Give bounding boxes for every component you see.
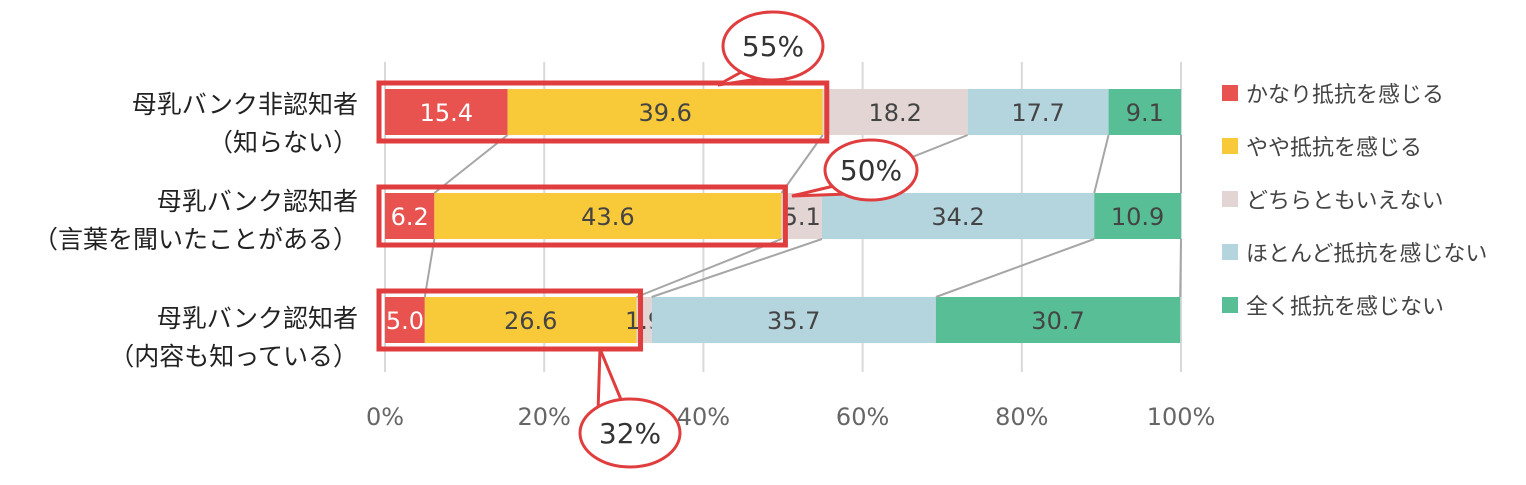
x-tick-label: 80% bbox=[995, 403, 1048, 431]
connector-line bbox=[423, 238, 436, 298]
category-label-0-line1: 母乳バンク非認知者 bbox=[131, 90, 358, 119]
category-label-1: 母乳バンク認知者 （言葉を聞いたことがある） bbox=[33, 183, 358, 259]
highlight-box bbox=[376, 288, 644, 352]
data-label: 17.7 bbox=[1011, 99, 1064, 127]
bar-segment bbox=[1094, 193, 1181, 239]
category-label-0-line2: （知らない） bbox=[207, 128, 358, 157]
bar-segment bbox=[781, 193, 823, 239]
bar-segment bbox=[822, 89, 968, 135]
data-label: 34.2 bbox=[931, 203, 984, 231]
data-label: 6.2 bbox=[391, 203, 429, 231]
bar-segment bbox=[424, 297, 637, 343]
bar-segment bbox=[967, 89, 1109, 135]
bar-segment bbox=[385, 89, 508, 135]
legend-item: 全く抵抗を感じない bbox=[1222, 278, 1487, 331]
callout-bubble bbox=[823, 138, 919, 202]
legend-swatch bbox=[1222, 243, 1238, 260]
legend-label: やや抵抗を感じる bbox=[1246, 135, 1423, 161]
legend-swatch bbox=[1222, 84, 1238, 101]
bar-segment bbox=[385, 193, 435, 239]
callout-label: 55% bbox=[742, 30, 804, 63]
connector-line bbox=[636, 238, 782, 298]
connector-line bbox=[651, 238, 823, 298]
data-label: 18.2 bbox=[869, 99, 922, 127]
callout-label: 32% bbox=[599, 417, 661, 450]
data-label: 43.6 bbox=[581, 203, 634, 231]
data-label: 39.6 bbox=[638, 99, 691, 127]
connector-line bbox=[780, 134, 824, 194]
callout-label: 50% bbox=[840, 154, 902, 187]
connector-line bbox=[935, 238, 1095, 298]
legend-swatch bbox=[1222, 296, 1238, 313]
data-label: 10.9 bbox=[1111, 203, 1164, 231]
bar-segment bbox=[434, 193, 782, 239]
category-label-1-line2: （言葉を聞いたことがある） bbox=[32, 225, 358, 254]
data-label: 5.1 bbox=[783, 203, 821, 231]
bar-segment bbox=[507, 89, 823, 135]
legend-item: どちらともいえない bbox=[1222, 172, 1487, 225]
legend-swatch bbox=[1222, 190, 1238, 207]
legend-label: 全く抵抗を感じない bbox=[1246, 294, 1445, 320]
legend: かなり抵抗を感じる やや抵抗を感じる どちらともいえない ほとんど抵抗を感じない… bbox=[1222, 66, 1487, 331]
bar-segment bbox=[1108, 89, 1181, 135]
connector-line bbox=[1179, 238, 1182, 298]
legend-label: かなり抵抗を感じる bbox=[1246, 82, 1445, 108]
highlight-box bbox=[376, 184, 788, 248]
connector-line bbox=[1093, 134, 1110, 194]
data-label: 30.7 bbox=[1031, 307, 1084, 335]
legend-label: どちらともいえない bbox=[1246, 188, 1444, 214]
connector-line bbox=[433, 134, 509, 194]
x-tick-label: 40% bbox=[677, 403, 730, 431]
legend-item: やや抵抗を感じる bbox=[1222, 119, 1487, 172]
x-tick-label: 0% bbox=[366, 403, 404, 431]
x-tick-label: 20% bbox=[518, 403, 571, 431]
data-label: 35.7 bbox=[767, 307, 820, 335]
category-label-2-line1: 母乳バンク認知者 bbox=[156, 304, 358, 333]
category-label-2-line2: （内容も知っている） bbox=[109, 342, 358, 371]
highlight-box bbox=[376, 80, 830, 144]
data-label: 9.1 bbox=[1126, 99, 1164, 127]
legend-swatch bbox=[1222, 137, 1238, 154]
category-label-0: 母乳バンク非認知者 （知らない） bbox=[132, 86, 358, 162]
bar-segment bbox=[651, 297, 936, 343]
legend-label: ほとんど抵抗を感じない bbox=[1246, 241, 1488, 267]
data-label: 26.6 bbox=[504, 307, 557, 335]
bar-segment bbox=[385, 297, 425, 343]
data-label: 15.4 bbox=[420, 99, 473, 127]
legend-item: かなり抵抗を感じる bbox=[1222, 66, 1487, 119]
bar-segment bbox=[935, 297, 1181, 343]
legend-item: ほとんど抵抗を感じない bbox=[1222, 225, 1487, 278]
callout-bubble bbox=[578, 397, 682, 469]
category-label-2: 母乳バンク認知者 （内容も知っている） bbox=[109, 300, 358, 376]
category-label-1-line1: 母乳バンク認知者 bbox=[156, 187, 358, 216]
x-tick-label: 100% bbox=[1147, 403, 1216, 431]
x-tick-label: 60% bbox=[836, 403, 889, 431]
callout-bubble bbox=[721, 10, 825, 82]
data-label: 5.0 bbox=[386, 307, 424, 335]
